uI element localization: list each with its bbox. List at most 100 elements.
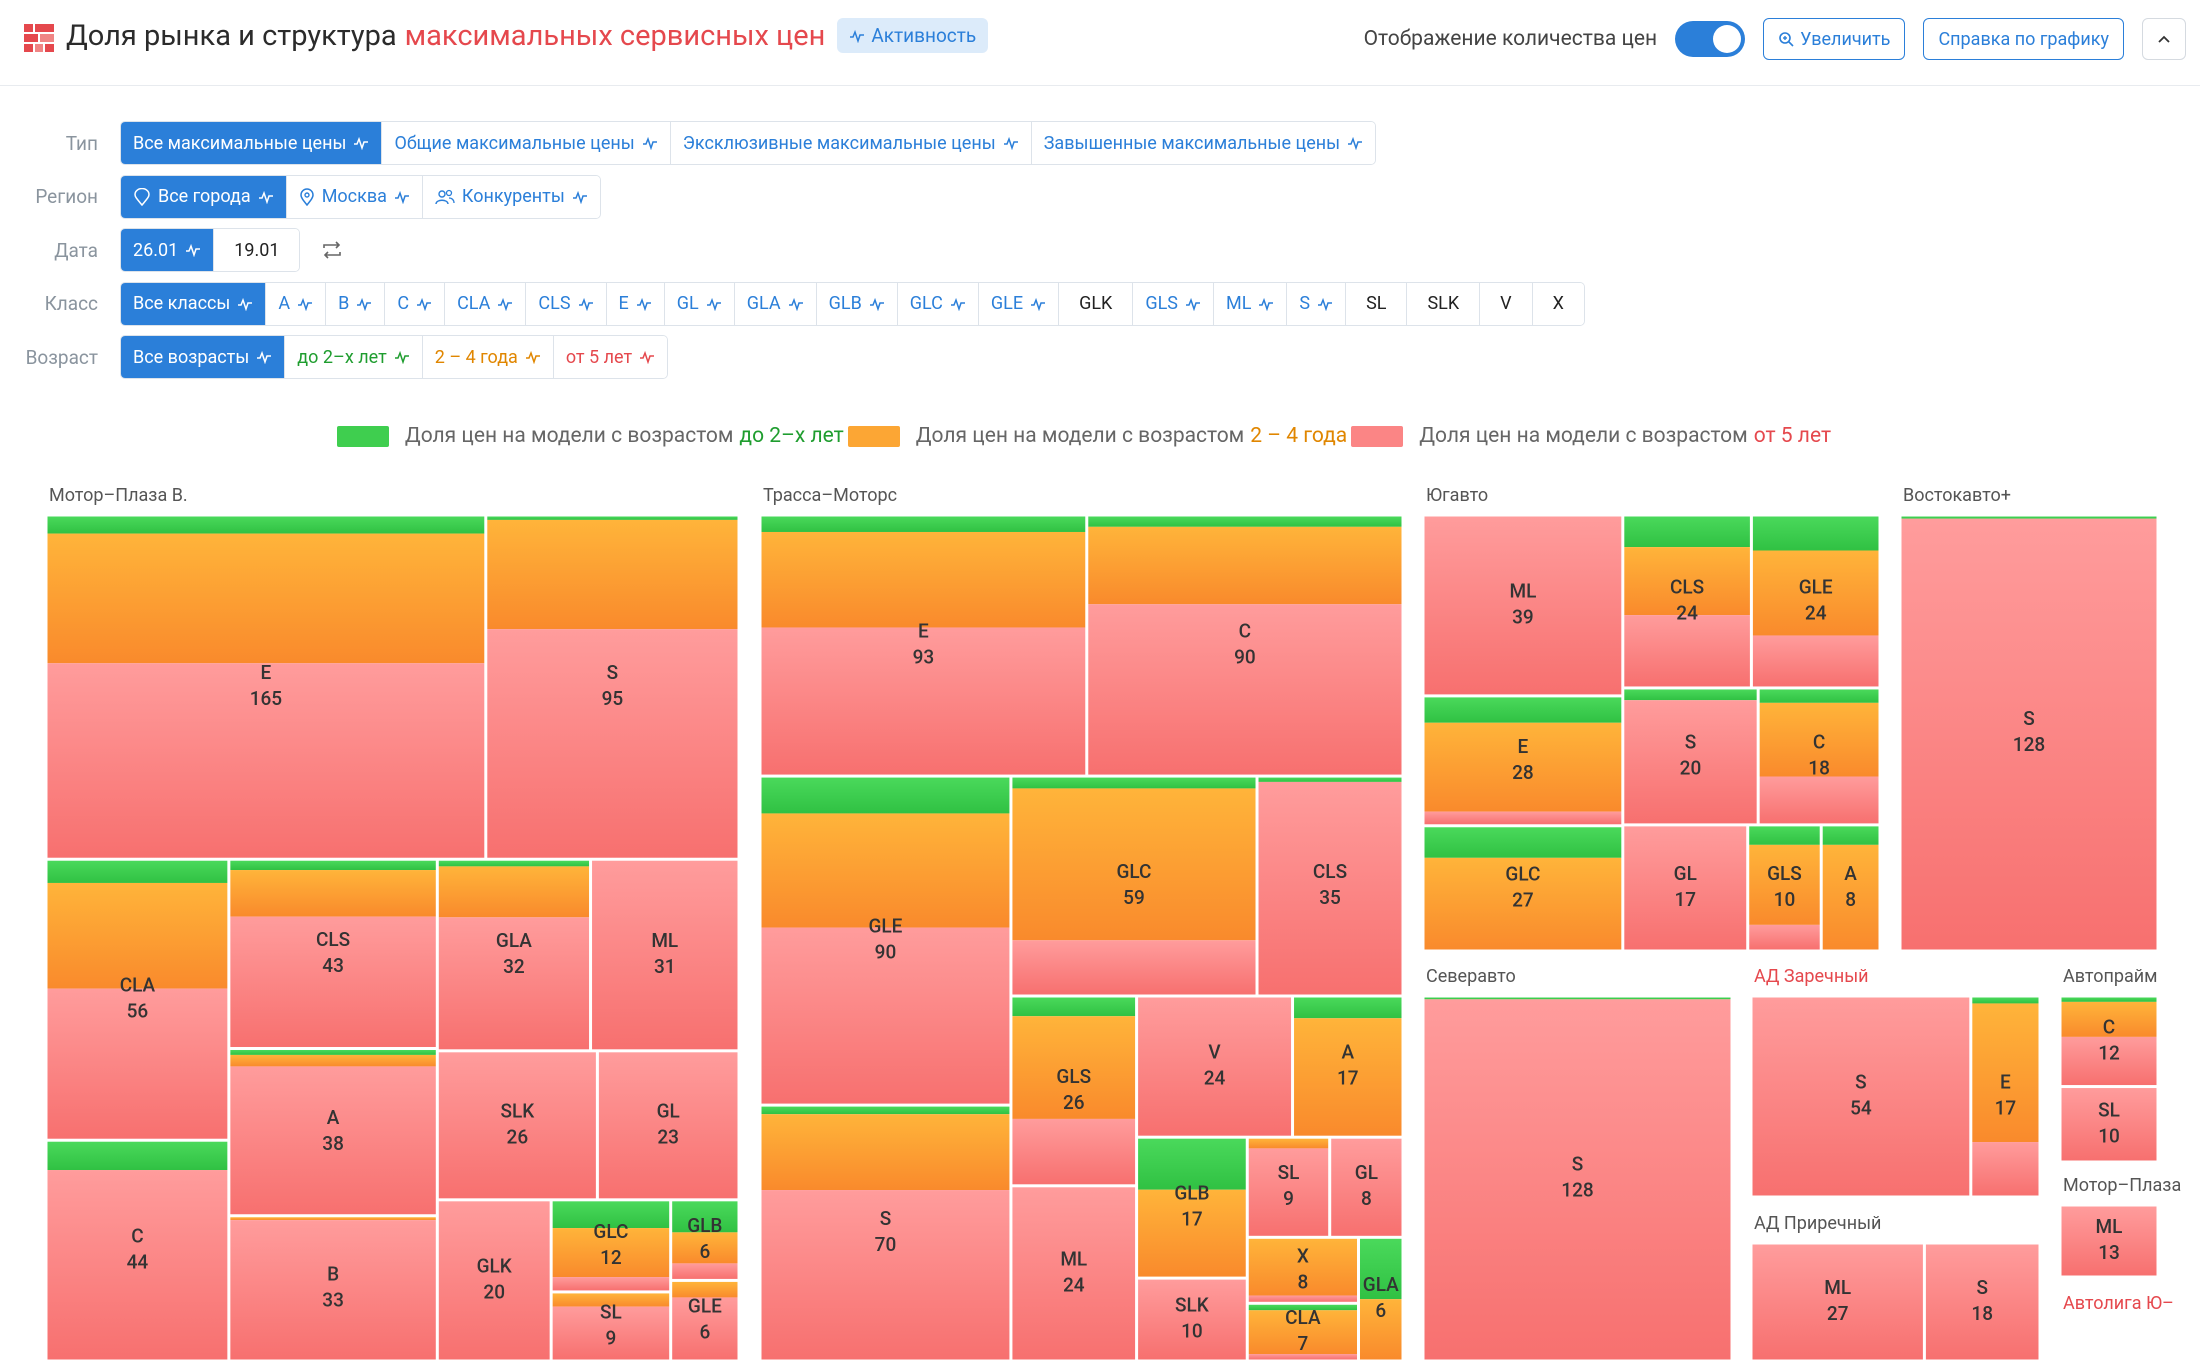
cell-value: 10 (1774, 888, 1796, 911)
filter-option[interactable]: 2 – 4 года (421, 336, 553, 378)
legend-text: Доля цен на модели с возрастом до 2–х лет (405, 424, 844, 448)
filter-option[interactable]: GLA (733, 282, 816, 325)
filter-option[interactable]: Москва (285, 175, 422, 218)
cell-value: 7 (1297, 1332, 1308, 1355)
swap-icon[interactable] (320, 239, 344, 261)
group-title: Мотор–Плаза В. (49, 485, 188, 506)
cell-label: ML (1060, 1247, 1087, 1270)
treemap-cell: C 18 (1759, 689, 1879, 824)
filter-option[interactable]: CLA (444, 282, 526, 325)
filter-option[interactable]: SLK (1406, 282, 1480, 325)
cell-value: 90 (1234, 646, 1256, 669)
cell-label: CLA (1285, 1306, 1321, 1329)
filter-option[interactable]: C (384, 282, 445, 325)
zoom-button[interactable]: Увеличить (1763, 18, 1906, 60)
cell-value: 24 (1676, 601, 1698, 624)
filter-option[interactable]: Завышенные максимальные цены (1030, 122, 1376, 164)
filter-option[interactable]: GL (663, 282, 734, 325)
treemap-cell: GLS 26 (1012, 997, 1136, 1185)
toggle[interactable] (1675, 21, 1746, 57)
cell-value: 6 (699, 1240, 710, 1263)
cell-label: A (1341, 1041, 1354, 1064)
help-button[interactable]: Справка по графику (1923, 18, 2124, 60)
filter-option[interactable]: GLK (1058, 282, 1133, 325)
filter-option[interactable]: SL (1345, 282, 1407, 325)
filter-option[interactable]: 19.01 (213, 229, 300, 271)
option-text: GLE (990, 293, 1024, 314)
treemap-cell: CLA 7 (1248, 1304, 1358, 1360)
cell-label: GLB (687, 1214, 722, 1237)
treemap-cell: C 90 (1088, 516, 1402, 775)
age-band (1012, 788, 1256, 941)
option-text: SLK (1427, 293, 1460, 314)
treemap-cell: ML 39 (1424, 516, 1622, 695)
age-band (1088, 526, 1402, 605)
treemap-cell: GL 8 (1331, 1138, 1402, 1236)
cell-label: ML (1509, 579, 1536, 602)
treemap-cell: GLK 20 (438, 1201, 550, 1360)
filter-option[interactable]: GLS (1132, 282, 1213, 325)
age-band (47, 663, 485, 858)
age-band (1424, 999, 1731, 1360)
option-text: C (397, 293, 410, 314)
cell-label: A (327, 1106, 340, 1129)
filter-option[interactable]: X (1531, 282, 1584, 325)
age-band (672, 1281, 738, 1298)
cell-label: S (607, 661, 619, 684)
filter-option[interactable]: от 5 лет (552, 336, 668, 378)
age-band (438, 860, 590, 867)
pulse-icon (238, 297, 253, 311)
filter-option[interactable]: 26.01 (121, 229, 214, 271)
legend-item: Доля цен на модели с возрастом до 2–х лет (336, 424, 844, 448)
filter-option[interactable]: GLB (815, 282, 897, 325)
treemap-cell: X8 (1248, 1238, 1358, 1302)
cell-value: 8 (1845, 888, 1856, 911)
treemap-cell: GL 23 (598, 1052, 738, 1199)
filter-option[interactable]: Конкуренты (421, 175, 600, 218)
age-band (1138, 997, 1292, 1136)
filter-option[interactable]: Эксклюзивные максимальные цены (669, 122, 1031, 164)
filter-option[interactable]: CLS (525, 282, 606, 325)
cell-value: 95 (602, 687, 624, 710)
filter-option[interactable]: B (325, 282, 385, 325)
cell-label: GLK (477, 1254, 513, 1277)
pulse-icon (950, 297, 965, 311)
filter-option[interactable]: до 2–х лет (284, 336, 422, 378)
filter-option[interactable]: A (265, 282, 326, 325)
treemap-cell: A 17 (1294, 997, 1402, 1136)
pulse-icon (354, 136, 369, 150)
filter-row: Тип Все максимальные цены Общие максимальн… (0, 121, 1585, 165)
filter-row: Возраст Все возрасты до 2–х лет 2 – 4 года о… (0, 335, 1585, 379)
age-band (761, 531, 1086, 628)
option-text: Завышенные максимальные цены (1043, 132, 1341, 154)
age-band (761, 1114, 1010, 1191)
filter-option[interactable]: S (1286, 282, 1346, 325)
filter-option[interactable]: Общие максимальные цены (381, 122, 670, 164)
collapse-button[interactable] (2142, 18, 2186, 60)
treemap-cell: GLE 24 (1752, 516, 1879, 687)
age-band (1258, 781, 1402, 995)
cell-label: SL (1278, 1161, 1300, 1184)
filter-option[interactable]: V (1479, 282, 1532, 325)
cell-label: SLK (1175, 1294, 1210, 1317)
treemap-cell: A8 (1822, 826, 1879, 950)
age-band (1624, 547, 1750, 616)
activity-badge[interactable]: Активность (837, 18, 989, 53)
filter-option[interactable]: GLC (896, 282, 978, 325)
filter-option[interactable]: Все классы (121, 282, 266, 325)
filter-option[interactable]: GLE (977, 282, 1059, 325)
filter-option[interactable]: Все города (121, 175, 286, 218)
filter-option[interactable]: Все возрасты (121, 336, 285, 378)
filter-option[interactable]: E (605, 282, 664, 325)
cell-value: 10 (1181, 1320, 1203, 1343)
pulse-icon (578, 297, 593, 311)
filter-group: Все города Москва Конкуренты (120, 174, 601, 219)
filter-option[interactable]: ML (1212, 282, 1287, 325)
age-band (230, 870, 436, 917)
treemap-cell: GLB 17 (1138, 1138, 1246, 1277)
pulse-icon (636, 297, 651, 311)
filter-option[interactable]: Все максимальные цены (121, 122, 382, 164)
age-band (1822, 826, 1879, 845)
cell-value: 26 (507, 1125, 529, 1148)
age-band (230, 916, 436, 1047)
